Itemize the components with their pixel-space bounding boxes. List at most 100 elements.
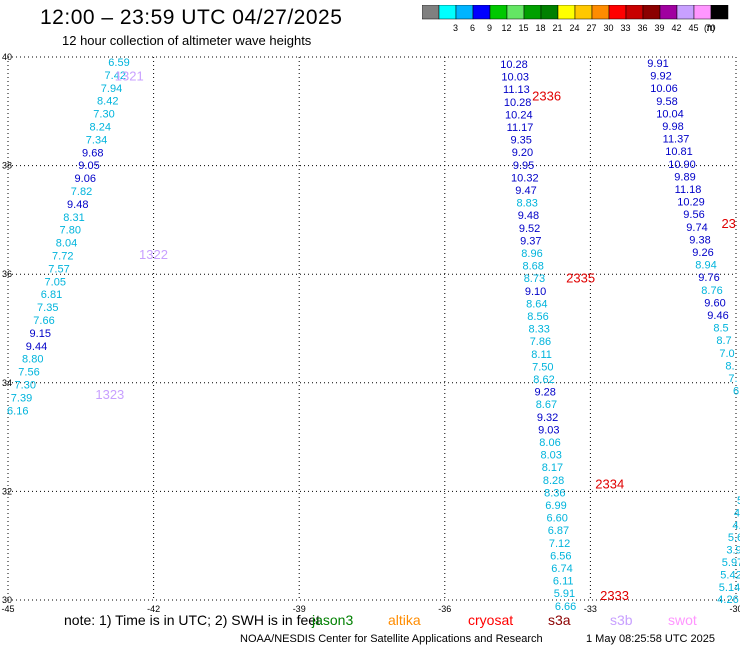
wave-height-value-right: 9.98 bbox=[662, 121, 683, 133]
wave-height-value-mid: 8.36 bbox=[544, 487, 565, 499]
wave-height-value-mid: 9.95 bbox=[513, 160, 534, 172]
wave-height-value-mid: 11.13 bbox=[503, 84, 530, 96]
wave-height-value-mid: 7.86 bbox=[530, 336, 551, 348]
wave-height-value-left: 8.24 bbox=[90, 122, 111, 134]
wave-height-value-right: 11.18 bbox=[675, 184, 702, 196]
wave-height-value-mid: 8.96 bbox=[521, 248, 542, 260]
lat-tick-label: 30 bbox=[2, 595, 12, 605]
scale-tick-label: 70 bbox=[705, 23, 715, 33]
time-label: 1322 bbox=[139, 247, 168, 262]
wave-height-value-mid: 8.67 bbox=[536, 399, 557, 411]
wave-height-value-right: 9.76 bbox=[698, 272, 719, 284]
wave-height-value-right: 7.0 bbox=[719, 348, 734, 360]
wave-height-value-right: 9.38 bbox=[689, 234, 710, 246]
wave-height-value-mid: 6.87 bbox=[548, 525, 569, 537]
wave-height-value-left: 7.80 bbox=[60, 225, 81, 237]
time-label: 2335 bbox=[566, 270, 595, 285]
wave-height-value-right: 10.29 bbox=[677, 197, 705, 209]
wave-height-value-mid: 9.03 bbox=[538, 424, 559, 436]
wave-height-value-right-low: 5.6 bbox=[728, 532, 740, 544]
wave-height-value-mid: 6.99 bbox=[545, 500, 566, 512]
wave-height-value-right-low: 4.26 bbox=[717, 594, 738, 606]
wave-height-value-right: 10.90 bbox=[668, 159, 696, 171]
wave-height-value-left: 7.82 bbox=[71, 186, 92, 198]
scale-swatch bbox=[659, 5, 678, 20]
legend-item-jason3: jason3 bbox=[312, 612, 354, 628]
wave-height-value-right: 9.46 bbox=[707, 310, 728, 322]
wave-height-value-right: 9.91 bbox=[647, 58, 668, 70]
wave-height-value-mid: 9.32 bbox=[537, 412, 558, 424]
scale-swatch bbox=[540, 5, 559, 20]
wave-height-value-mid: 7.50 bbox=[532, 361, 553, 373]
wave-height-value-right: 8.7 bbox=[716, 335, 731, 347]
wave-height-value-right: 9.92 bbox=[650, 71, 671, 83]
wave-height-value-right: 10.06 bbox=[650, 83, 678, 95]
scale-swatch bbox=[693, 5, 712, 20]
wave-height-value-left: 7.39 bbox=[11, 392, 32, 404]
wave-height-value-right-low: 4. bbox=[732, 520, 740, 532]
lat-tick-label: 40 bbox=[2, 52, 12, 62]
wave-height-value-mid: 8.64 bbox=[526, 298, 547, 310]
wave-height-value-mid: 5.91 bbox=[554, 588, 575, 600]
lat-tick-label: 38 bbox=[2, 161, 12, 171]
wave-height-value-mid: 10.32 bbox=[511, 172, 539, 184]
scale-tick-label: 39 bbox=[654, 23, 664, 33]
wave-height-value-left: 7.57 bbox=[48, 263, 69, 275]
scale-swatch bbox=[557, 5, 576, 20]
wave-height-value-left: 7.05 bbox=[45, 276, 66, 288]
wave-height-value-mid: 6.60 bbox=[546, 513, 567, 525]
scale-tick-label: 6 bbox=[470, 23, 475, 33]
scale-tick-label: 36 bbox=[637, 23, 647, 33]
scale-swatch bbox=[455, 5, 474, 20]
wave-height-value-right: 10.81 bbox=[665, 146, 693, 158]
scale-tick-label: 42 bbox=[671, 23, 681, 33]
scale-tick-label: 9 bbox=[487, 23, 492, 33]
scale-swatch bbox=[625, 5, 644, 20]
wave-height-value-mid: 9.48 bbox=[518, 210, 539, 222]
wave-height-value-mid: 8.83 bbox=[516, 198, 537, 210]
wave-height-value-mid: 9.20 bbox=[512, 147, 533, 159]
wave-height-value-left: 8.42 bbox=[97, 96, 118, 108]
lon-tick-label: -36 bbox=[438, 604, 451, 614]
wave-height-value-right: 9.58 bbox=[656, 96, 677, 108]
lat-tick-label: 36 bbox=[2, 269, 12, 279]
wave-height-value-left: 7.94 bbox=[101, 83, 122, 95]
wave-height-value-left: 6.16 bbox=[7, 405, 28, 417]
scale-swatch bbox=[608, 5, 627, 20]
wave-height-value-left: 9.05 bbox=[78, 160, 99, 172]
scale-unit: (ft) bbox=[704, 23, 715, 33]
wave-height-value-right: 11.37 bbox=[663, 134, 690, 146]
wave-height-value-mid: 9.10 bbox=[525, 286, 546, 298]
footer-timestamp: 1 May 08:25:58 UTC 2025 bbox=[586, 633, 716, 645]
scale-tick-label: 18 bbox=[535, 23, 545, 33]
wave-height-value-mid: 8.28 bbox=[543, 475, 564, 487]
color-scale-legend: 3 6 9 12 15 18 21 24 27 30 33 36 39 42 45 70(ft) bbox=[422, 5, 729, 33]
lat-tick-label: 34 bbox=[2, 378, 12, 388]
wave-height-value-right: 9.60 bbox=[704, 297, 725, 309]
lon-tick-label: -33 bbox=[584, 604, 597, 614]
wave-height-value-mid: 8.33 bbox=[528, 324, 549, 336]
scale-swatch bbox=[574, 5, 593, 20]
scale-tick-label: 3 bbox=[453, 23, 458, 33]
wave-height-value-mid: 8.03 bbox=[540, 450, 561, 462]
wave-height-value-right: 9.56 bbox=[683, 209, 704, 221]
scale-tick-label: 24 bbox=[569, 23, 579, 33]
wave-height-value-right: 6 bbox=[733, 386, 739, 398]
scale-tick-label: 30 bbox=[603, 23, 613, 33]
wave-height-value-left: 7.34 bbox=[86, 134, 107, 146]
wave-height-value-right: 9.26 bbox=[692, 247, 713, 259]
scale-tick-label: 12 bbox=[501, 23, 511, 33]
wave-height-value-right: 8.76 bbox=[701, 285, 722, 297]
wave-height-value-left: 9.44 bbox=[26, 341, 47, 353]
wave-height-value-right-low: 5.14 bbox=[719, 582, 740, 594]
wave-height-value-left: 6.59 bbox=[108, 57, 129, 69]
scale-tick-label: 33 bbox=[620, 23, 630, 33]
wave-height-value-mid: 6.56 bbox=[550, 550, 571, 562]
wave-height-value-left: 7.30 bbox=[93, 109, 114, 121]
wave-height-value-right: 8.5 bbox=[713, 323, 728, 335]
wave-height-value-left: 9.06 bbox=[75, 173, 96, 185]
wave-height-value-mid: 9.52 bbox=[519, 223, 540, 235]
scale-swatch bbox=[676, 5, 695, 20]
scale-swatch bbox=[523, 5, 542, 20]
